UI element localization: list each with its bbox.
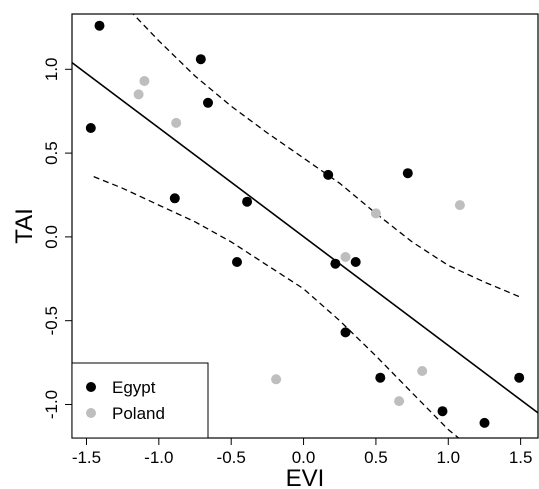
data-point-egypt <box>242 196 253 207</box>
data-point-egypt <box>402 168 413 179</box>
legend-label-poland: Poland <box>112 404 165 423</box>
data-point-poland <box>133 89 144 100</box>
data-point-egypt <box>195 54 206 65</box>
data-point-egypt <box>232 257 242 267</box>
x-tick-label: 1.0 <box>436 448 460 467</box>
data-point-egypt <box>479 417 490 428</box>
legend-marker-poland <box>86 408 96 418</box>
data-point-poland <box>139 76 150 86</box>
data-point-egypt <box>350 257 361 267</box>
x-tick-label: -1.5 <box>72 448 101 467</box>
confidence-band-lower <box>93 175 460 438</box>
legend: Egypt Poland <box>71 362 209 439</box>
legend-label-egypt: Egypt <box>112 378 156 397</box>
x-axis: -1.5 -1.0 -0.5 0.0 0.5 1.0 1.5 <box>72 438 533 467</box>
data-points-group <box>85 20 525 428</box>
x-tick-label: 0.0 <box>292 448 316 467</box>
legend-box <box>71 362 209 439</box>
data-point-egypt <box>514 372 525 383</box>
confidence-band-upper <box>132 14 521 298</box>
x-axis-title: EVI <box>286 465 325 489</box>
data-point-egypt <box>169 193 180 204</box>
data-point-poland <box>417 366 428 376</box>
y-axis: -1.0 -0.5 0.0 0.5 1.0 <box>42 57 72 419</box>
y-tick-label: 1.0 <box>42 57 61 81</box>
data-point-poland <box>171 117 182 128</box>
data-point-egypt <box>437 406 448 417</box>
data-point-egypt <box>330 258 341 269</box>
data-point-egypt <box>340 327 351 338</box>
y-tick-label: 0.0 <box>42 225 61 249</box>
data-point-egypt <box>323 169 334 180</box>
x-tick-label: -1.0 <box>144 448 173 467</box>
data-point-poland <box>394 396 405 407</box>
regression-line <box>72 61 538 414</box>
confidence-band-group <box>93 14 521 438</box>
y-axis-title: TAI <box>11 208 38 244</box>
data-point-egypt <box>375 372 386 383</box>
data-point-poland <box>370 208 381 219</box>
legend-marker-egypt <box>86 382 96 392</box>
data-point-egypt <box>203 97 213 108</box>
y-tick-label: -0.5 <box>42 306 61 335</box>
plot-frame <box>71 13 539 439</box>
x-tick-label: -0.5 <box>217 448 246 467</box>
x-tick-label: 0.5 <box>364 448 388 467</box>
data-point-egypt <box>85 123 96 133</box>
y-tick-label: 0.5 <box>42 141 61 165</box>
fit-line-group <box>72 61 538 414</box>
data-point-poland <box>340 252 351 262</box>
y-tick-label: -1.0 <box>42 390 61 419</box>
data-point-poland <box>454 200 465 211</box>
data-point-egypt <box>94 20 105 31</box>
x-tick-label: 1.5 <box>509 448 533 467</box>
data-point-poland <box>271 374 282 385</box>
